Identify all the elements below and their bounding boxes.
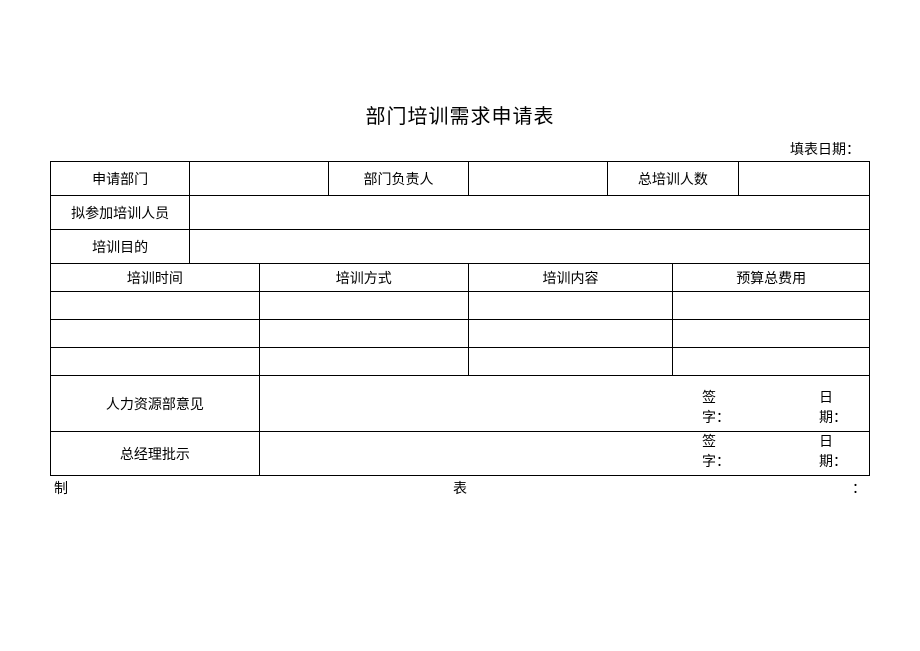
footer-mid: 表 [453, 478, 467, 498]
purpose-label: 培训目的 [51, 230, 190, 264]
leader-label: 部门负责人 [329, 162, 468, 196]
cell-content[interactable] [468, 292, 673, 320]
form-table: 申请部门 部门负责人 总培训人数 拟参加培训人员 培训目的 培训时间 培训方式 … [50, 161, 870, 476]
participants-value[interactable] [190, 196, 870, 230]
hr-opinion-cell[interactable]: 签字： 日期： [259, 376, 869, 432]
participants-label: 拟参加培训人员 [51, 196, 190, 230]
gm-sign-line: 签字： 日期： [702, 431, 859, 471]
cell-method[interactable] [259, 348, 468, 376]
cell-time[interactable] [51, 320, 260, 348]
col-time-header: 培训时间 [51, 264, 260, 292]
date-label: 日期： [819, 387, 859, 427]
cell-content[interactable] [468, 320, 673, 348]
hr-sign-line: 签字： 日期： [702, 387, 859, 427]
cell-budget[interactable] [673, 292, 870, 320]
cell-method[interactable] [259, 292, 468, 320]
cell-budget[interactable] [673, 348, 870, 376]
cell-content[interactable] [468, 348, 673, 376]
total-value[interactable] [738, 162, 869, 196]
cell-time[interactable] [51, 292, 260, 320]
sign-label: 签字： [702, 387, 742, 427]
table-row [51, 320, 870, 348]
cell-time[interactable] [51, 348, 260, 376]
form-page: 部门培训需求申请表 填表日期： 申请部门 部门负责人 总培训人数 拟参加培训人员 [0, 0, 920, 548]
fill-date-label: 填表日期： [50, 139, 870, 159]
footer-left: 制 [54, 478, 68, 498]
col-budget-header: 预算总费用 [673, 264, 870, 292]
footer-line: 制 表 ： [50, 476, 870, 498]
purpose-value[interactable] [190, 230, 870, 264]
total-label: 总培训人数 [607, 162, 738, 196]
gm-approval-cell[interactable]: 签字： 日期： [259, 432, 869, 476]
footer-right: ： [852, 478, 866, 498]
sign-label: 签字： [702, 431, 742, 471]
table-row [51, 348, 870, 376]
dept-label: 申请部门 [51, 162, 190, 196]
gm-approval-label: 总经理批示 [51, 432, 260, 476]
hr-opinion-label: 人力资源部意见 [51, 376, 260, 432]
leader-value[interactable] [468, 162, 607, 196]
col-content-header: 培训内容 [468, 264, 673, 292]
cell-method[interactable] [259, 320, 468, 348]
date-label: 日期： [819, 431, 859, 471]
cell-budget[interactable] [673, 320, 870, 348]
table-row [51, 292, 870, 320]
dept-value[interactable] [190, 162, 329, 196]
form-title: 部门培训需求申请表 [50, 100, 870, 129]
col-method-header: 培训方式 [259, 264, 468, 292]
